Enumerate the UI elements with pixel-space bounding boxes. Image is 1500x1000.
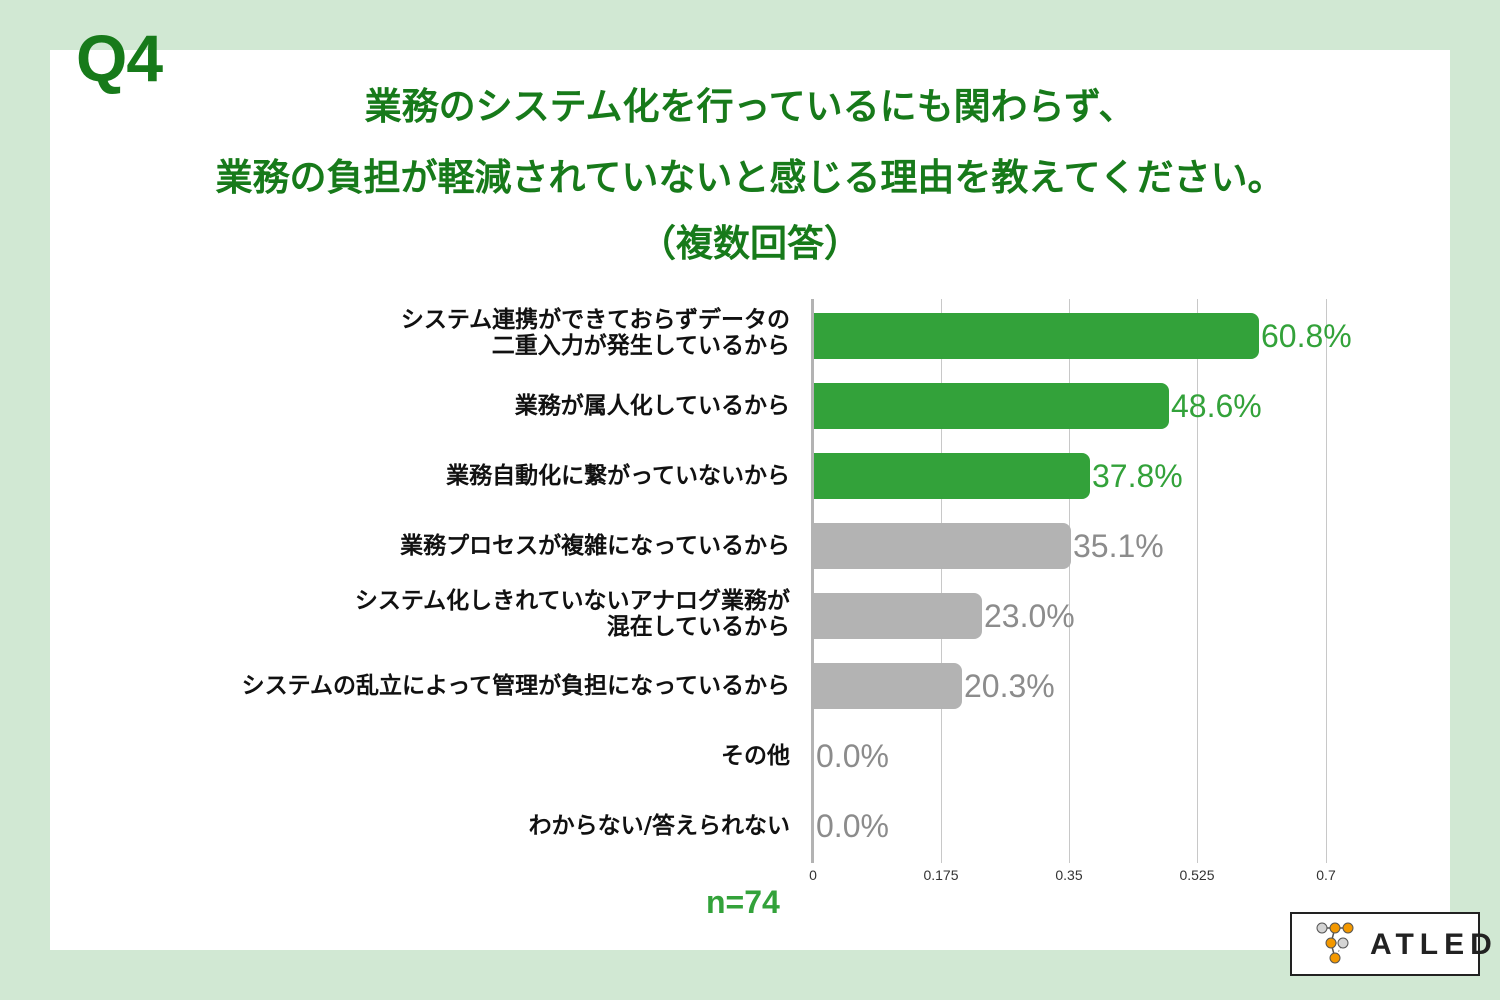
x-tick-label: 0.35 — [1055, 867, 1083, 883]
gridline — [941, 299, 942, 863]
gridline — [1197, 299, 1198, 863]
value-label: 35.1% — [1073, 528, 1164, 564]
category-label: わからない/答えられない — [528, 813, 790, 839]
category-label-line: 二重入力が発生しているから — [491, 333, 790, 359]
bar — [814, 593, 982, 639]
x-tick-label: 0 — [809, 867, 817, 883]
bar — [814, 383, 1169, 429]
category-label: システム化しきれていないアナログ業務が 混在しているから — [355, 588, 790, 640]
category-label-line: システム連携ができておらずデータの — [400, 307, 790, 333]
bar — [814, 663, 962, 709]
category-label: その他 — [721, 743, 790, 769]
sample-size-label: n=74 — [706, 884, 780, 920]
chart-panel — [50, 50, 1450, 950]
value-label: 20.3% — [964, 668, 1055, 704]
chart-title-line-2: 業務の負担が軽減されていないと感じる理由を教えてください。 — [215, 156, 1285, 199]
x-tick-label: 0.7 — [1316, 867, 1336, 883]
value-label: 48.6% — [1171, 388, 1262, 424]
bar — [814, 523, 1071, 569]
category-label: システム連携ができておらずデータの 二重入力が発生しているから — [401, 307, 790, 359]
value-label: 23.0% — [984, 598, 1075, 634]
gridline — [1069, 299, 1070, 863]
category-label: 業務プロセスが複雑になっているから — [400, 533, 790, 559]
value-label: 0.0% — [816, 738, 889, 774]
chart-title-line-1: 業務のシステム化を行っているにも関わらず、 — [364, 85, 1136, 128]
atled-logo: ATLED — [1290, 912, 1492, 976]
value-label: 60.8% — [1261, 318, 1352, 354]
bar — [814, 453, 1090, 499]
x-tick-label: 0.175 — [923, 867, 959, 883]
logo-text: ATLED — [1370, 928, 1498, 961]
y-axis-line — [811, 299, 814, 863]
category-label-line: 混在しているから — [606, 614, 790, 640]
value-label: 0.0% — [816, 808, 889, 844]
x-tick-label: 0.525 — [1179, 867, 1215, 883]
gridline — [1326, 299, 1327, 863]
question-number: Q4 — [76, 21, 163, 95]
category-label: 業務自動化に繋がっていないから — [446, 463, 790, 489]
chart-title-line-3: （複数回答） — [639, 222, 861, 265]
network-nodes-icon — [1316, 922, 1354, 964]
bar — [814, 313, 1259, 359]
category-label: システムの乱立によって管理が負担になっているから — [241, 673, 790, 699]
category-label: 業務が属人化しているから — [514, 393, 790, 419]
value-label: 37.8% — [1092, 458, 1183, 494]
category-label-line: システム化しきれていないアナログ業務が — [354, 588, 790, 614]
